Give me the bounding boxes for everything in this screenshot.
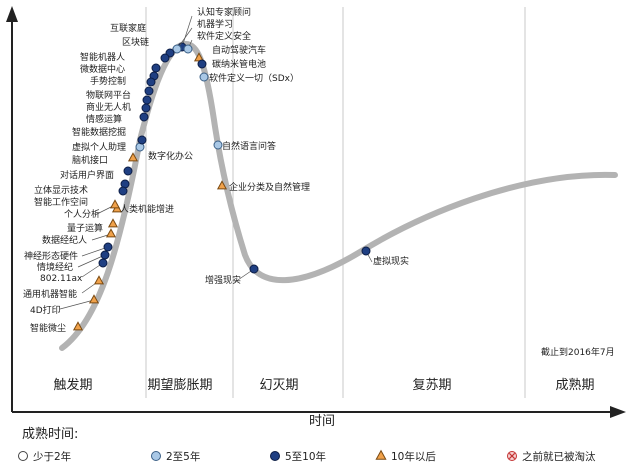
marker-gt10 xyxy=(88,294,100,304)
legend-label-y2to5: 2至5年 xyxy=(166,450,200,463)
technology-label: 立体显示技术 xyxy=(34,184,88,196)
marker-y5to10 xyxy=(103,242,113,252)
axes xyxy=(6,6,626,418)
phase-peak: 期望膨胀期 xyxy=(147,377,212,393)
legend-label-obsolete: 之前就已被淘汰 xyxy=(522,450,596,463)
phase-slope: 复苏期 xyxy=(412,377,451,393)
marker-y5to10 xyxy=(98,258,108,268)
technology-label: 机器学习 xyxy=(197,18,233,30)
technology-label: 微数据中心 xyxy=(80,63,125,75)
technology-label: 智能数据挖掘 xyxy=(72,126,126,138)
marker-gt10 xyxy=(105,228,117,238)
marker-gt10 xyxy=(107,218,119,228)
legend-marker-obsolete-cross-1 xyxy=(508,452,516,460)
legend-marker-y2to5 xyxy=(151,451,161,461)
marker-y5to10 xyxy=(137,135,147,145)
legend: 成熟时间: 少于2年 2至5年 5至10年 10年以后 之前就已被淘汰 xyxy=(18,426,596,463)
marker-gt10 xyxy=(72,321,84,331)
marker-y5to10 xyxy=(144,86,154,96)
marker-y5to10 xyxy=(141,103,151,113)
leader-line xyxy=(77,254,106,268)
technology-label: 碳纳米管电池 xyxy=(212,58,266,70)
technology-label: 情感运算 xyxy=(86,113,122,125)
legend-label-gt10: 10年以后 xyxy=(391,450,436,463)
marker-y2to5 xyxy=(172,44,182,54)
phase-trough: 幻灭期 xyxy=(259,378,298,393)
technology-label: 自然语言问答 xyxy=(222,140,276,152)
legend-marker-gt10 xyxy=(375,449,387,460)
marker-y5to10 xyxy=(142,95,152,105)
technology-label: 对话用户界面 xyxy=(60,169,114,181)
technology-label: 4D打印 xyxy=(30,304,61,316)
technology-label: 认知专家顾问 xyxy=(197,6,251,18)
technology-label: 自动驾驶汽车 xyxy=(212,44,266,56)
marker-gt10 xyxy=(216,180,228,190)
technology-label: 手势控制 xyxy=(90,75,126,87)
legend-label-y5to10: 5至10年 xyxy=(285,450,326,463)
technology-label: 802.11ax xyxy=(40,274,83,284)
marker-y2to5 xyxy=(183,44,193,54)
technology-label: 软件定义安全 xyxy=(197,30,251,42)
technology-label: 个人分析 xyxy=(64,208,100,220)
marker-y5to10 xyxy=(249,264,259,274)
legend-marker-lt2 xyxy=(18,451,28,461)
technology-label: 增强现实 xyxy=(205,274,241,286)
technology-label: 神经形态硬件 xyxy=(24,250,78,262)
technology-label: 虚拟现实 xyxy=(373,255,409,267)
as-of-date: 截止到2016年7月 xyxy=(541,346,615,358)
legend-items: 少于2年 2至5年 5至10年 10年以后 之前就已被淘汰 xyxy=(18,449,596,463)
marker-gt10 xyxy=(127,152,139,162)
technology-label: 智能机器人 xyxy=(80,51,125,63)
marker-y5to10 xyxy=(197,59,207,69)
marker-y5to10 xyxy=(160,53,170,63)
marker-y2to5 xyxy=(199,72,209,82)
phase-trigger: 触发期 xyxy=(53,377,92,393)
leader-line xyxy=(181,15,193,48)
phase-dividers xyxy=(145,7,526,398)
technology-label: 量子运算 xyxy=(67,222,103,234)
marker-gt10 xyxy=(93,275,105,285)
technology-label: 数字化办公 xyxy=(148,150,193,162)
marker-y2to5 xyxy=(213,140,223,150)
hype-curve xyxy=(59,41,618,351)
technology-label: 脑机接口 xyxy=(72,154,108,166)
technology-label: 人类机能增进 xyxy=(120,203,174,215)
leader-line xyxy=(59,299,95,310)
legend-marker-y5to10 xyxy=(270,451,280,461)
technology-label: 软件定义一切（SDx） xyxy=(209,72,299,84)
legend-title: 成熟时间: xyxy=(22,426,78,442)
phase-plateau: 成熟期 xyxy=(555,377,594,393)
technology-label: 企业分类及自然管理 xyxy=(229,181,310,193)
technology-label: 物联网平台 xyxy=(86,89,131,101)
legend-label-lt2: 少于2年 xyxy=(33,450,71,463)
x-axis-arrow xyxy=(610,406,626,418)
technology-label: 商业无人机 xyxy=(86,101,131,113)
technology-label: 区块链 xyxy=(122,36,149,48)
technology-label: 情境经纪 xyxy=(37,261,73,273)
leader-line xyxy=(81,246,109,257)
y-axis-arrow xyxy=(6,6,18,22)
marker-y5to10 xyxy=(151,63,161,73)
phase-labels: 触发期 期望膨胀期 幻灭期 复苏期 成熟期 xyxy=(53,377,594,393)
marker-gt10 xyxy=(109,199,121,209)
technology-label: 智能工作空间 xyxy=(34,196,88,208)
technology-label: 智能微尘 xyxy=(30,322,66,334)
technology-label: 虚拟个人助理 xyxy=(72,141,126,153)
marker-y5to10 xyxy=(123,166,133,176)
marker-y5to10 xyxy=(361,246,371,256)
marker-y5to10 xyxy=(146,77,156,87)
marker-y5to10 xyxy=(139,112,149,122)
technology-label: 通用机器智能 xyxy=(23,288,77,300)
technology-label: 数据经纪人 xyxy=(42,234,87,246)
marker-y5to10 xyxy=(118,186,128,196)
technology-label: 互联家庭 xyxy=(110,22,146,34)
marker-y5to10 xyxy=(100,250,110,260)
x-axis-label: 时间 xyxy=(309,414,335,429)
